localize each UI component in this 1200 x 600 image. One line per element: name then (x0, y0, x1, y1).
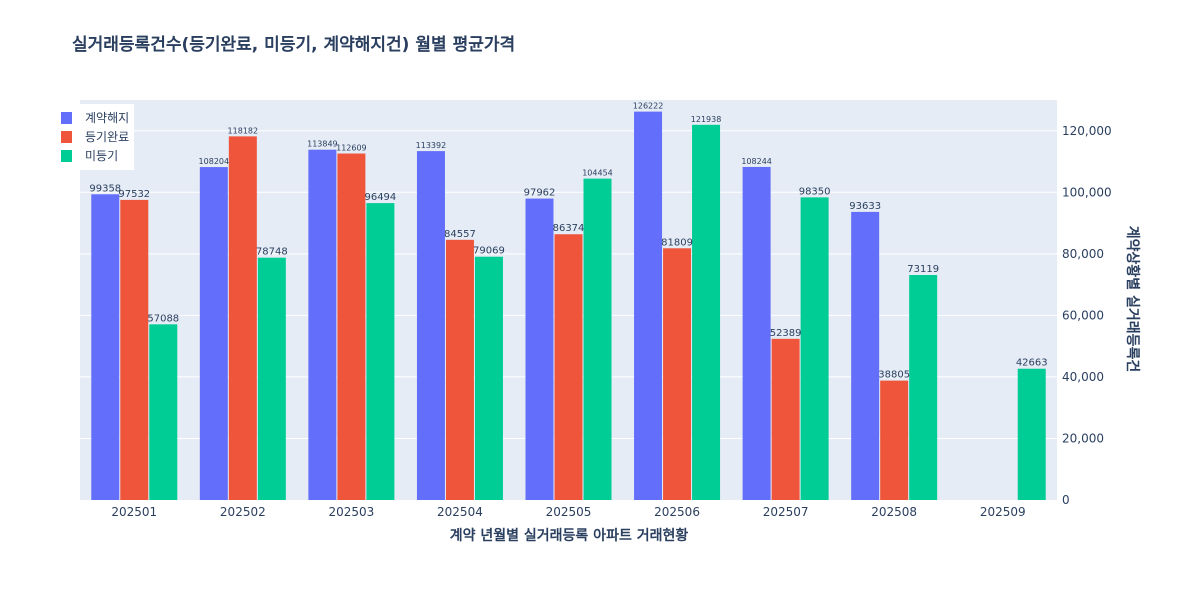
legend-item-label[interactable]: 계약해지 (85, 110, 129, 125)
bar (416, 151, 445, 500)
bar-data-label: 52389 (770, 328, 802, 339)
x-tick-label: 202506 (654, 505, 700, 519)
bar-data-label: 113392 (416, 141, 447, 150)
y-tick-label: 120,000 (1062, 124, 1112, 138)
bar-data-label: 81809 (661, 237, 693, 248)
bar (583, 178, 612, 500)
y-tick-label: 20,000 (1062, 431, 1104, 445)
x-tick-labels: 202501 202502 202503 202504 202505 202506 2025… (111, 505, 1025, 519)
bar (149, 324, 178, 500)
bar-data-label: 97532 (118, 189, 150, 200)
legend-swatch[interactable] (61, 112, 72, 124)
bar-data-label: 99358 (89, 183, 121, 194)
bar-data-label: 42663 (1016, 358, 1048, 369)
bar-data-label: 79069 (473, 246, 505, 257)
bar-data-label: 96494 (364, 192, 396, 203)
bar (120, 199, 149, 500)
bar-data-label: 57088 (147, 313, 179, 324)
legend-swatch[interactable] (61, 131, 72, 143)
bar (199, 167, 228, 500)
x-tick-label: 202505 (546, 505, 592, 519)
bar-data-label: 84557 (444, 229, 476, 240)
x-axis-title: 계약 년월별 실거래등록 아파트 거래현황 (450, 527, 689, 544)
bar-data-label: 73119 (907, 264, 939, 275)
bar (337, 153, 366, 500)
bar (800, 197, 829, 500)
x-tick-label: 202508 (871, 505, 917, 519)
y-tick-labels: 0 20,000 40,000 60,000 80,000 100,000 120,000 (1062, 124, 1112, 507)
bar (663, 248, 692, 500)
bar-data-label: 113849 (307, 140, 338, 149)
y-tick-label: 60,000 (1062, 308, 1104, 322)
chart-title: 실거래등록건수(등기완료, 미등기, 계약해지건) 월별 평균가격 (72, 34, 515, 55)
bar (525, 198, 554, 500)
bar-data-label: 112609 (336, 144, 367, 153)
bar (445, 239, 474, 500)
bar (909, 275, 938, 500)
bar (1017, 368, 1046, 500)
bar (851, 211, 880, 500)
legend-item-label[interactable]: 등기완료 (85, 130, 129, 144)
bar-data-label: 93633 (849, 201, 881, 212)
bar (634, 111, 663, 500)
bar-data-label: 108204 (199, 157, 230, 166)
bar (228, 136, 257, 500)
x-tick-label: 202502 (220, 505, 266, 519)
bar (692, 124, 721, 500)
y-tick-label: 100,000 (1062, 185, 1112, 199)
bar (771, 338, 800, 500)
legend-swatch[interactable] (61, 150, 72, 162)
y-tick-label: 80,000 (1062, 247, 1104, 261)
bar-data-label: 78748 (256, 247, 288, 258)
bar-data-label: 108244 (741, 157, 772, 166)
bar (91, 194, 120, 500)
x-tick-label: 202507 (763, 505, 809, 519)
bar (474, 256, 503, 500)
bar-data-label: 97962 (524, 188, 556, 199)
bar (308, 149, 337, 501)
legend-item-label[interactable]: 미등기 (85, 149, 118, 163)
bar-data-label: 38805 (878, 370, 910, 381)
bar-labels: 9935897532570881082041181827874811384911… (89, 102, 1047, 381)
x-tick-label: 202509 (980, 505, 1026, 519)
bar (366, 203, 395, 500)
bar (554, 234, 583, 501)
bar (880, 380, 909, 500)
x-tick-label: 202501 (111, 505, 157, 519)
bar (742, 166, 771, 501)
bar-data-label: 126222 (633, 102, 664, 111)
y-tick-label: 0 (1062, 493, 1070, 507)
bar-data-label: 121938 (691, 115, 722, 124)
x-tick-label: 202504 (437, 505, 483, 519)
bars (91, 111, 1046, 501)
x-tick-label: 202503 (328, 505, 374, 519)
bar-data-label: 118182 (228, 126, 259, 135)
bar-data-label: 104454 (582, 169, 613, 178)
bar-data-label: 86374 (553, 223, 585, 234)
bar-data-label: 98350 (799, 186, 831, 197)
y-tick-label: 40,000 (1062, 370, 1104, 384)
bar (257, 257, 286, 500)
y-axis-title: 계약상황별 실거래등록건 (1124, 226, 1141, 373)
